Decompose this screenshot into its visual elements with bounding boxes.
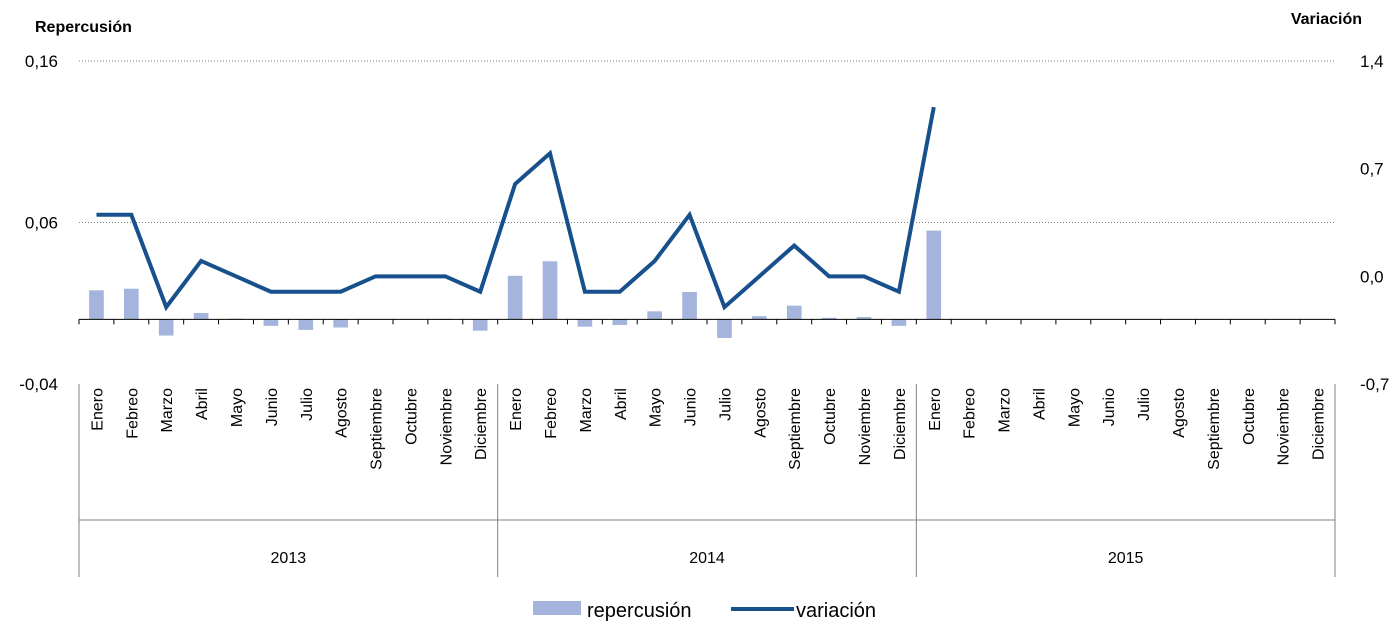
month-label: Marzo [578,388,595,433]
left-axis-ticks: 0,16 0,06 -0,04 [19,52,58,394]
bar [89,290,104,320]
month-label: Julio [717,388,734,421]
bar [507,275,523,320]
legend: repercusión variación [533,600,876,622]
month-label: Agosto [1171,388,1188,438]
month-label: Mayo [1066,388,1083,427]
month-label: Abril [613,388,630,420]
bar [193,312,209,320]
month-label: Septiembre [369,388,386,470]
month-label: Julio [299,388,316,421]
month-label: Julio [1136,388,1153,421]
left-axis-title: Repercusión [35,19,132,36]
right-tick-label: 1,4 [1360,52,1384,71]
month-label: Noviembre [857,388,874,465]
month-label: Enero [927,388,944,431]
month-label: Mayo [648,388,665,427]
month-label: Marzo [997,388,1014,433]
bar [333,319,348,328]
bar [821,317,837,320]
month-label: Noviembre [1276,388,1293,465]
bar [472,319,488,331]
month-label: Mayo [229,388,246,427]
bar [542,261,558,320]
month-label: Febreo [543,388,560,439]
month-label: Octubre [822,388,839,445]
repercusion-bars [89,230,942,338]
bar [891,319,907,326]
left-tick-label: -0,04 [19,375,58,394]
legend-label-repercusion: repercusión [587,600,692,622]
category-axis: Enero Febreo Marzo Abril Mayo Junio Julio Agost… [78,384,1336,577]
left-tick-label: 0,06 [25,214,58,233]
right-tick-label: 0,7 [1360,160,1384,179]
month-label: Diciembre [892,388,909,460]
right-tick-label: 0,0 [1360,267,1384,286]
year-label: 2015 [1108,550,1144,567]
year-label: 2013 [271,550,307,567]
month-label: Diciembre [1311,388,1328,460]
right-tick-label: -0,7 [1360,375,1389,394]
bar [717,319,732,338]
month-label: Abril [1031,388,1048,420]
year-label: 2014 [689,550,725,567]
month-label: Abril [194,388,211,420]
bar [612,319,628,326]
month-label: Junio [1101,388,1118,426]
right-axis-title: Variación [1291,11,1362,28]
left-tick-label: 0,16 [25,52,58,71]
month-label: Enero [508,388,525,431]
bar [682,291,697,320]
legend-swatch-repercusion [533,601,581,615]
month-label: Octubre [1241,388,1258,445]
gridlines [79,60,1335,223]
bar [647,311,662,320]
bar [124,288,139,320]
month-label: Junio [264,388,281,426]
bar [298,319,314,330]
month-label: Agosto [752,388,769,438]
bar [263,319,279,326]
legend-label-variacion: variación [796,600,876,622]
bar [856,316,872,320]
month-label: Diciembre [473,388,490,460]
month-label: Noviembre [438,388,455,465]
bar [158,319,174,336]
right-axis-ticks: 1,4 0,7 0,0 -0,7 [1360,52,1389,394]
month-label: Septiembre [1206,388,1223,470]
month-label: Agosto [334,388,351,438]
month-label: Septiembre [787,388,804,470]
bar [786,305,802,320]
bar [577,319,593,327]
variacion-line-series [96,106,936,312]
bar [926,230,942,320]
bar [752,316,767,320]
month-label: Febreo [124,388,141,439]
variacion-line [96,106,936,312]
month-label: Junio [683,388,700,426]
x-axis [78,318,1336,325]
month-label: Febreo [962,388,979,439]
month-label: Octubre [403,388,420,445]
month-label: Marzo [159,388,176,433]
month-label: Enero [89,388,106,431]
